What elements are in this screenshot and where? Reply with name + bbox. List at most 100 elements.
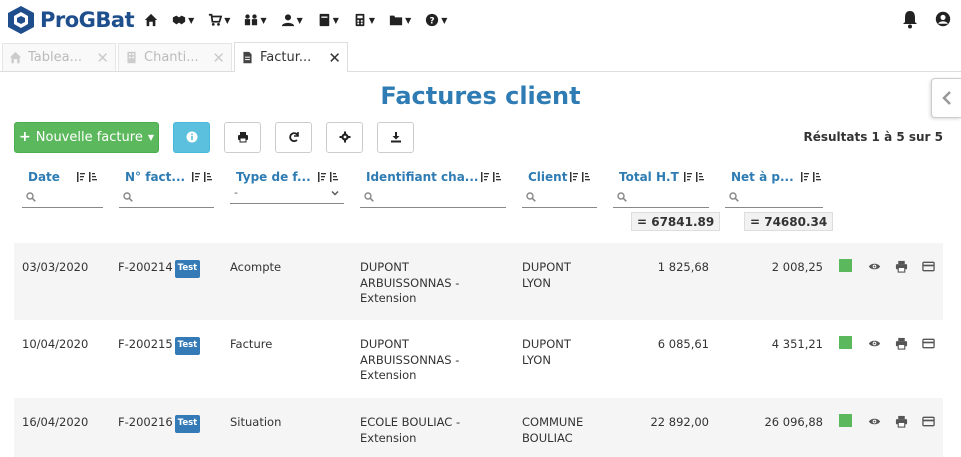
close-icon[interactable]: ✕ [212,48,225,67]
view-icon[interactable] [868,415,881,428]
col-header-client[interactable]: Client [528,170,593,184]
chevron-down-icon: ▼ [224,15,231,25]
col-header-site[interactable]: Identifiant cha... [366,170,504,184]
new-invoice-label: Nouvelle facture [35,129,143,145]
col-header-net[interactable]: Net à p... [731,170,824,184]
table-row[interactable]: 16/04/2020 F-200216 Test Situation ECOLE … [14,398,943,457]
user-account-icon[interactable] [935,11,951,27]
home-icon [9,51,22,64]
side-panel-toggle[interactable] [931,78,961,118]
folder-icon [389,15,403,26]
view-icon[interactable] [868,337,881,350]
invoice-number[interactable]: F-200214 [118,260,173,274]
chevron-down-icon: ▼ [147,132,154,142]
invoice-number[interactable]: F-200216 [118,415,173,429]
site-line: Extension [360,368,417,382]
download-button[interactable] [377,121,414,153]
chevron-down-icon: ▼ [188,15,195,25]
payment-icon[interactable] [922,260,935,273]
print-icon[interactable] [895,337,908,350]
nav-help-menu[interactable]: ? ▼ [425,13,447,27]
tab-label: Factur... [260,50,312,65]
site-line: ARBUISSONNAS - [360,275,460,290]
client-line: LYON [522,352,551,367]
nav-books-menu[interactable]: ▼ [317,13,339,27]
type-filter-select[interactable]: - [230,182,344,204]
payment-icon[interactable] [922,415,935,428]
tab-invoices[interactable]: Factur... ✕ [234,42,348,72]
sort-asc-icon [192,172,201,182]
view-icon[interactable] [868,260,881,273]
sort-icons[interactable] [800,172,824,182]
chevron-left-icon [941,91,951,105]
col-label: Net à p... [731,170,794,184]
nav-calc-menu[interactable]: ▼ [353,13,375,27]
refresh-button[interactable] [275,121,312,153]
print-icon[interactable] [895,260,908,273]
sort-desc-icon [329,172,338,182]
tab-sites[interactable]: Chanti... ✕ [118,43,232,71]
settings-button[interactable] [326,121,363,153]
sort-icons[interactable] [569,172,593,182]
col-header-number[interactable]: N° fact... [125,170,215,184]
col-header-type[interactable]: Type de f... [236,170,341,184]
site-filter-input[interactable] [360,186,506,208]
bell-icon[interactable] [900,9,920,29]
nav-sales-menu[interactable]: ▼ [208,13,230,27]
sort-icons[interactable] [191,172,215,182]
nav-home[interactable] [144,13,158,27]
nav-users-menu[interactable]: ▼ [281,13,303,27]
cell-client: DUPONT LYON [522,260,571,291]
chevron-down-icon: ▼ [332,15,339,25]
cell-number: F-200215 Test [118,337,201,355]
info-button[interactable] [173,121,210,153]
col-label: Type de f... [236,170,311,184]
sort-icons[interactable] [76,172,100,182]
invoice-number[interactable]: F-200215 [118,337,173,351]
app-logo[interactable]: ProGBat [6,5,135,35]
nav-files-menu[interactable]: ▼ [389,13,411,27]
print-icon[interactable] [895,415,908,428]
total-ht-filter-input[interactable] [613,186,709,208]
cell-site: ECOLE BOULIAC - Extension [360,415,460,446]
sort-icons[interactable] [317,172,341,182]
cell-number: F-200214 Test [118,260,201,278]
net-filter-input[interactable] [725,186,823,208]
sort-icons[interactable] [683,172,707,182]
print-button[interactable] [224,121,261,153]
cart-icon [209,13,223,26]
cell-site: DUPONT ARBUISSONNAS - Extension [360,337,459,384]
sort-desc-icon [88,172,97,182]
print-icon [237,132,248,143]
client-line: COMMUNE [522,415,584,429]
close-icon[interactable]: ✕ [328,48,341,67]
nav-team-menu[interactable]: ▼ [244,13,267,27]
sort-icons[interactable] [480,172,504,182]
page-title: Factures client [380,82,581,110]
sort-asc-icon [317,172,326,182]
new-invoice-button[interactable]: + Nouvelle facture ▼ [14,121,159,153]
cell-type: Acompte [230,260,282,274]
chevron-down-icon [331,190,339,195]
col-label: Total H.T [619,170,679,184]
cell-type: Situation [230,415,282,429]
nav-deals-menu[interactable]: ▼ [172,13,194,27]
col-header-date[interactable]: Date [28,170,100,184]
search-icon [617,191,627,202]
status-indicator [839,259,852,272]
site-line: Extension [360,291,417,305]
client-filter-input[interactable] [522,186,597,208]
close-icon[interactable]: ✕ [96,48,109,67]
search-icon [26,191,36,202]
cell-client: DUPONT LYON [522,337,571,368]
chevron-down-icon: ▼ [260,15,267,25]
payment-icon[interactable] [922,337,935,350]
table-row[interactable]: 03/03/2020 F-200214 Test Acompte DUPONT A… [14,243,943,320]
col-header-total-ht[interactable]: Total H.T [619,170,707,184]
date-filter-input[interactable] [22,186,103,208]
number-filter-input[interactable] [119,186,214,208]
document-icon [243,51,252,64]
table-row[interactable]: 10/04/2020 F-200215 Test Facture DUPONT A… [14,320,943,398]
calculator-icon [355,13,365,27]
tab-dashboard[interactable]: Tablea... ✕ [2,43,116,71]
